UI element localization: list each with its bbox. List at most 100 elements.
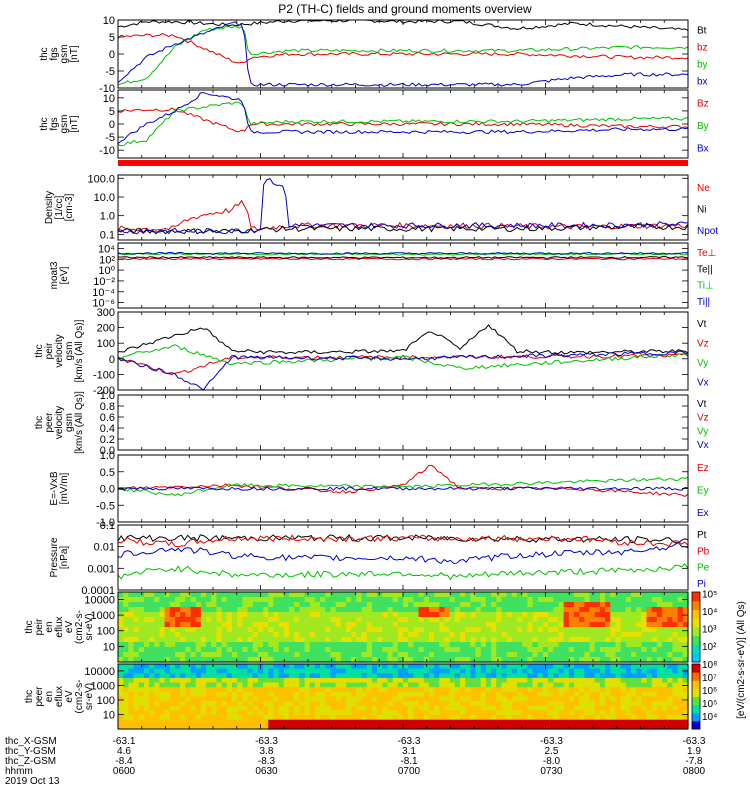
heatmap-cell: [304, 715, 311, 721]
heatmap-cell: [517, 637, 523, 643]
heatmap-cell: [506, 696, 513, 702]
heatmap-cell: [299, 715, 306, 721]
heatmap-cell: [496, 612, 503, 618]
colorbar-tick-label: 10⁵: [702, 699, 717, 710]
heatmap-cell: [242, 664, 249, 670]
heatmap-cell: [434, 602, 440, 608]
heatmap-cell: [118, 664, 124, 670]
heatmap-cell: [320, 637, 326, 643]
heatmap-cell: [294, 687, 300, 693]
heatmap-cell: [237, 592, 243, 598]
heatmap-cell: [475, 647, 482, 653]
heatmap-cell: [211, 642, 218, 648]
heatmap-cell: [304, 622, 311, 628]
heatmap-cell: [128, 627, 135, 633]
heatmap-cell: [682, 691, 689, 698]
heatmap-cell: [314, 637, 321, 643]
heatmap-cell: [299, 597, 306, 603]
heatmap-cell: [304, 647, 311, 653]
heatmap-cell: [268, 668, 275, 674]
heatmap-cell: [314, 719, 321, 725]
heatmap-cell: [335, 687, 342, 693]
heatmap-cell: [226, 592, 233, 598]
heatmap-cell: [470, 691, 477, 698]
heatmap-cell: [356, 664, 363, 670]
heatmap-cell: [169, 612, 176, 618]
heatmap-cell: [346, 617, 352, 623]
heatmap-cell: [211, 617, 218, 623]
heatmap-cell: [366, 637, 373, 643]
heatmap-cell: [496, 647, 503, 653]
heatmap-cell: [460, 701, 466, 707]
heatmap-cell: [682, 592, 689, 598]
heatmap-cell: [579, 637, 585, 643]
heatmap-cell: [470, 701, 477, 707]
heatmap-cell: [542, 682, 549, 688]
heatmap-cell: [211, 696, 218, 702]
heatmap-cell: [232, 647, 238, 653]
heatmap-cell: [299, 696, 306, 702]
heatmap-cell: [672, 668, 679, 674]
heatmap-cell: [439, 719, 446, 725]
heatmap-cell: [180, 592, 186, 598]
heatmap-cell: [226, 622, 233, 628]
heatmap-cell: [599, 682, 606, 688]
heatmap-cell: [190, 696, 197, 702]
heatmap-cell: [677, 710, 684, 716]
heatmap-cell: [403, 602, 409, 608]
heatmap-cell: [164, 696, 171, 702]
heatmap-cell: [252, 719, 259, 725]
heatmap-cell: [542, 647, 549, 653]
heatmap-cell: [371, 687, 378, 693]
heatmap-cell: [314, 682, 321, 688]
heatmap-cell: [211, 724, 218, 730]
heatmap-cell: [247, 715, 254, 721]
heatmap-cell: [247, 701, 254, 707]
heatmap-cell: [221, 607, 228, 613]
heatmap-cell: [149, 652, 155, 658]
heatmap-cell: [403, 647, 409, 653]
heatmap-cell: [434, 617, 440, 623]
heatmap-cell: [320, 710, 326, 716]
heatmap-cell: [164, 597, 171, 603]
heatmap-cell: [118, 710, 124, 716]
heatmap-cell: [366, 701, 373, 707]
heatmap-cell: [356, 724, 363, 730]
heatmap-cell: [537, 696, 544, 702]
heatmap-cell: [190, 632, 197, 638]
heatmap-cell: [273, 696, 280, 702]
heatmap-cell: [340, 647, 347, 653]
heatmap-cell: [428, 691, 435, 698]
heatmap-cell: [677, 687, 684, 693]
heatmap-cell: [325, 592, 332, 598]
heatmap-cell: [656, 701, 663, 707]
y-tick-label: 0.0: [100, 445, 115, 457]
heatmap-cell: [428, 597, 435, 603]
heatmap-cell: [672, 657, 679, 663]
heatmap-cell: [206, 715, 212, 721]
heatmap-cell: [118, 724, 124, 730]
heatmap-cell: [175, 627, 181, 633]
heatmap-cell: [128, 673, 135, 679]
heatmap-cell: [361, 701, 368, 707]
heatmap-cell: [382, 617, 389, 623]
heatmap-cell: [610, 642, 617, 648]
heatmap-cell: [656, 617, 663, 623]
y-tick-label: 10²: [99, 254, 115, 266]
heatmap-cell: [164, 642, 171, 648]
heatmap-cell: [252, 724, 259, 730]
heatmap-cell: [491, 592, 497, 598]
heatmap-cell: [522, 705, 528, 712]
heatmap-cell: [506, 691, 513, 698]
heatmap-cell: [294, 642, 300, 648]
heatmap-cell: [309, 607, 316, 613]
heatmap-cell: [532, 602, 539, 608]
heatmap-cell: [522, 691, 528, 698]
heatmap-cell: [278, 597, 285, 603]
y-label-line: en: [44, 691, 55, 702]
heatmap-cell: [149, 691, 155, 698]
heatmap-cell: [574, 664, 580, 670]
heatmap-cell: [444, 652, 451, 658]
heatmap-cell: [558, 715, 565, 721]
heatmap-cell: [418, 696, 425, 702]
